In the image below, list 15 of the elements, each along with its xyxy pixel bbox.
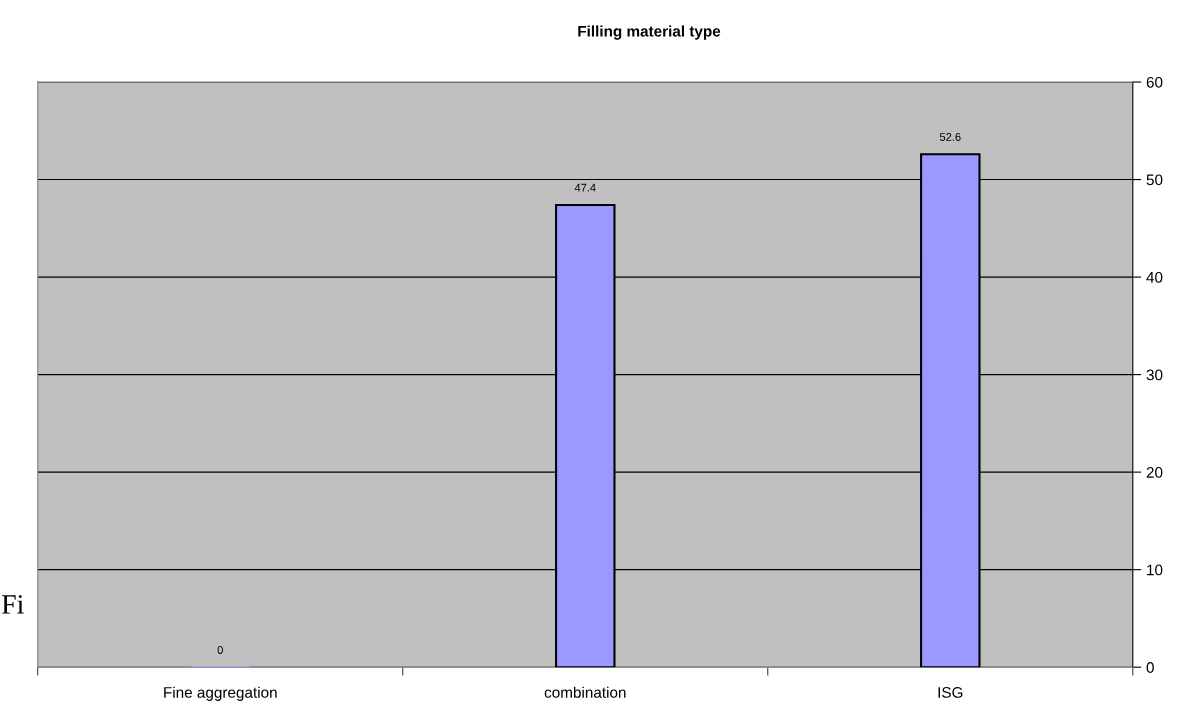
data-label: 52.6 (939, 133, 961, 141)
y-tick-label: 50 (1146, 174, 1163, 186)
x-tick-label: combination (544, 686, 626, 698)
y-tick-label: 10 (1147, 564, 1163, 576)
chart-title: Filling material type (578, 25, 721, 40)
text: Fi (1, 595, 24, 614)
x-tick-label: Fine aggregation (164, 686, 277, 701)
y-tick-label: 30 (1146, 369, 1163, 381)
y-tick-label: 60 (1146, 76, 1163, 88)
data-label: 47.4 (574, 183, 596, 192)
y-tick-label: 20 (1146, 467, 1163, 478)
data-label: 0 (217, 646, 223, 654)
y-tick-label: 40 (1146, 271, 1163, 283)
x-tick-label: ISG (938, 687, 963, 698)
y-tick-label: 0 (1146, 662, 1154, 673)
